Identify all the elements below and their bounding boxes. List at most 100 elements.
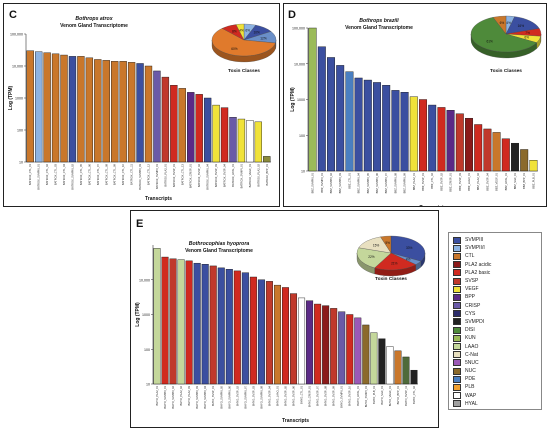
x-tick-label: BHYO_SVMPIII_05 <box>219 385 223 408</box>
bar <box>298 297 306 385</box>
bar <box>35 51 43 163</box>
x-tick-label: BATROX_SVMPIII_01 <box>37 163 41 189</box>
y-tick-label: 10 <box>19 161 23 165</box>
pie-slice-label: 61% <box>487 40 494 44</box>
bar <box>373 82 381 172</box>
bar <box>246 120 254 163</box>
legend-label: CRISP <box>465 302 481 309</box>
y-tick-label: 100 <box>299 134 305 138</box>
bar <box>511 142 519 172</box>
x-tick-label: BBZ_SVSP_01 <box>421 172 425 190</box>
pie-slice <box>380 235 392 254</box>
bar <box>273 284 281 385</box>
bar <box>322 305 330 385</box>
x-tick-label: BBZ_SVMPIII_06 <box>375 172 379 193</box>
x-tick-label: BATROX_PLA2_02 <box>256 163 260 186</box>
panel-letter: C <box>9 9 17 21</box>
x-tick-label: BHYO_SVMPI_01 <box>364 385 368 407</box>
y-tick-label: 10,000 <box>139 278 150 282</box>
bar <box>185 260 193 385</box>
bar <box>382 85 391 172</box>
bar <box>492 132 501 172</box>
pie-slice-label: 6% <box>524 36 529 40</box>
legend-item: BPP <box>453 293 537 301</box>
bar <box>419 99 427 172</box>
pie-slice <box>470 17 537 53</box>
x-axis-label: Transcripts <box>420 205 447 206</box>
bar <box>465 117 473 172</box>
legend-swatch <box>453 285 461 293</box>
bar <box>378 338 386 385</box>
bar <box>290 293 298 385</box>
y-tick-label: 10 <box>146 383 150 387</box>
pie-slice-label: 12% <box>260 36 267 40</box>
bar <box>51 53 60 163</box>
bar <box>111 61 119 163</box>
panel-e: E Bothrocophias hyoprora Venom Gland Trans… <box>130 210 439 428</box>
x-tick-label: BATROX_CTL_13 <box>180 163 184 185</box>
x-tick-label: BATROX_CTL_03 <box>54 163 58 185</box>
legend-label: WAP <box>465 392 477 399</box>
y-axis-label: Log (TPM) <box>8 85 14 110</box>
pie-slice <box>356 247 392 269</box>
bar <box>386 346 394 385</box>
bar <box>263 156 271 163</box>
x-tick-label: BBZ_SVSP_04 <box>485 172 489 190</box>
chart-title: Venom Gland Transcriptome <box>345 25 413 31</box>
bar <box>193 262 201 385</box>
x-tick-label: BHYO_SVSP_08 <box>324 385 328 406</box>
bar <box>437 107 446 172</box>
pie-slice-label: 16% <box>518 24 525 28</box>
legend-label: SVMPDI <box>465 318 485 325</box>
bar <box>474 124 483 172</box>
legend-swatch <box>453 318 461 326</box>
x-tick-label: BBZ_PLB_01 <box>531 172 535 188</box>
x-tick-label: BBZ_CTL_01 <box>347 172 351 188</box>
bar <box>520 149 529 172</box>
x-tick-label: BATROX_CTL_01 <box>28 163 32 185</box>
bar <box>77 56 85 163</box>
bar <box>177 259 185 385</box>
x-tick-label: BBZ_CTL_02 <box>430 172 434 188</box>
y-tick-label: 1000 <box>142 313 150 317</box>
legend-swatch <box>453 392 461 400</box>
bar <box>254 121 262 163</box>
y-tick-label: 100,000 <box>10 33 23 37</box>
bar <box>136 63 144 163</box>
bar <box>428 104 437 172</box>
bar <box>314 303 322 385</box>
x-tick-label: BHYO_SVSP_05 <box>284 385 288 406</box>
pie-slice <box>492 15 507 35</box>
bar <box>85 57 94 163</box>
legend-swatch <box>453 244 461 252</box>
x-tick-label: BBZ_HYAL_01 <box>504 172 508 190</box>
legend-label: 5NUC <box>465 359 479 366</box>
x-tick-label: BATROX_CTL_07 <box>96 163 100 185</box>
x-tick-label: BATROX_CTL_04 <box>62 163 66 185</box>
legend-swatch <box>453 293 461 301</box>
bar <box>282 287 289 385</box>
y-tick-label: 100 <box>17 129 23 133</box>
legend-item: SVSP <box>453 277 537 285</box>
bar <box>529 160 538 172</box>
x-tick-label: BBZ_SVMPIII_07 <box>384 172 388 193</box>
bar <box>330 308 338 385</box>
x-tick-label: BBZ_SVSP_02 <box>439 172 443 190</box>
x-axis-label: Transcripts <box>145 196 172 202</box>
x-tick-label: BBZ_PLA2_02 <box>476 172 480 190</box>
x-tick-label: BBZ_SVMPIII_03 <box>338 172 342 193</box>
x-tick-label: BATROX_PLA2_01 <box>163 163 167 186</box>
chart-title-species: Bothrocophias hyoprora <box>189 241 250 247</box>
pie-slice-label: 6% <box>500 21 505 25</box>
x-tick-label: BHYO_SVMPIII_04 <box>203 385 207 408</box>
pie-slice-label: 33% <box>406 246 413 250</box>
pie-slice-label: 60% <box>231 47 238 51</box>
x-tick-label: BATROX_SVMPIII_03 <box>138 163 142 189</box>
legend-item: NUC <box>453 367 537 375</box>
x-tick-label: BHYO_SVMPIII_03 <box>195 385 199 408</box>
pie-slice <box>235 23 245 41</box>
legend-label: PLB <box>465 384 475 391</box>
legend-item: PLA2 acidic <box>453 261 537 269</box>
bar <box>446 110 455 172</box>
pie-slice-label: 4% <box>506 21 511 25</box>
